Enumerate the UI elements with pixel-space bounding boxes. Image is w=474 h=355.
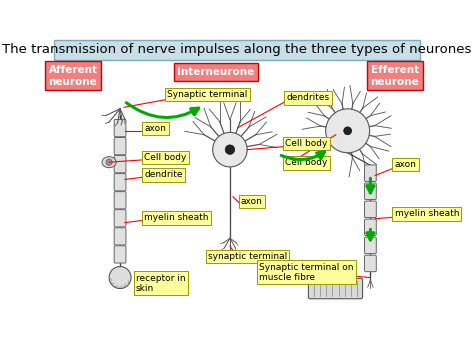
FancyBboxPatch shape (309, 278, 363, 299)
Circle shape (225, 145, 235, 154)
Ellipse shape (102, 157, 116, 168)
FancyBboxPatch shape (365, 219, 376, 236)
FancyBboxPatch shape (114, 119, 126, 137)
Text: Interneurone: Interneurone (177, 67, 255, 77)
Text: synaptic terminal: synaptic terminal (208, 252, 287, 261)
Text: dendrites: dendrites (286, 93, 329, 102)
FancyBboxPatch shape (54, 40, 420, 60)
Text: axon: axon (395, 160, 417, 169)
FancyBboxPatch shape (114, 137, 126, 155)
Text: myelin sheath: myelin sheath (145, 213, 209, 223)
Text: receptor in
skin: receptor in skin (136, 274, 185, 293)
Circle shape (213, 132, 247, 167)
Text: Cell body: Cell body (285, 139, 327, 148)
FancyBboxPatch shape (365, 165, 376, 181)
FancyBboxPatch shape (365, 201, 376, 218)
Text: dendrite: dendrite (145, 170, 183, 179)
Text: Synaptic terminal: Synaptic terminal (167, 90, 247, 99)
FancyBboxPatch shape (114, 210, 126, 227)
Circle shape (106, 159, 112, 165)
FancyArrowPatch shape (281, 152, 325, 159)
FancyBboxPatch shape (114, 155, 126, 173)
Text: axon: axon (145, 124, 166, 133)
Text: The transmission of nerve impulses along the three types of neurones: The transmission of nerve impulses along… (2, 43, 472, 56)
FancyBboxPatch shape (114, 228, 126, 245)
FancyBboxPatch shape (114, 246, 126, 263)
Text: Synaptic terminal on
muscle fibre: Synaptic terminal on muscle fibre (259, 263, 354, 282)
Circle shape (109, 267, 131, 289)
Text: myelin sheath: myelin sheath (395, 209, 459, 218)
Text: Efferent
neurone: Efferent neurone (370, 65, 419, 87)
Circle shape (326, 109, 370, 153)
Text: Cell body: Cell body (285, 158, 327, 168)
FancyBboxPatch shape (114, 192, 126, 209)
Text: Cell body: Cell body (145, 153, 187, 162)
FancyBboxPatch shape (365, 183, 376, 200)
FancyBboxPatch shape (365, 237, 376, 253)
FancyArrowPatch shape (126, 103, 199, 118)
Circle shape (344, 127, 352, 135)
Text: axon: axon (241, 197, 263, 206)
FancyBboxPatch shape (114, 174, 126, 191)
FancyBboxPatch shape (365, 255, 376, 272)
Text: Afferent
neurone: Afferent neurone (48, 65, 98, 87)
